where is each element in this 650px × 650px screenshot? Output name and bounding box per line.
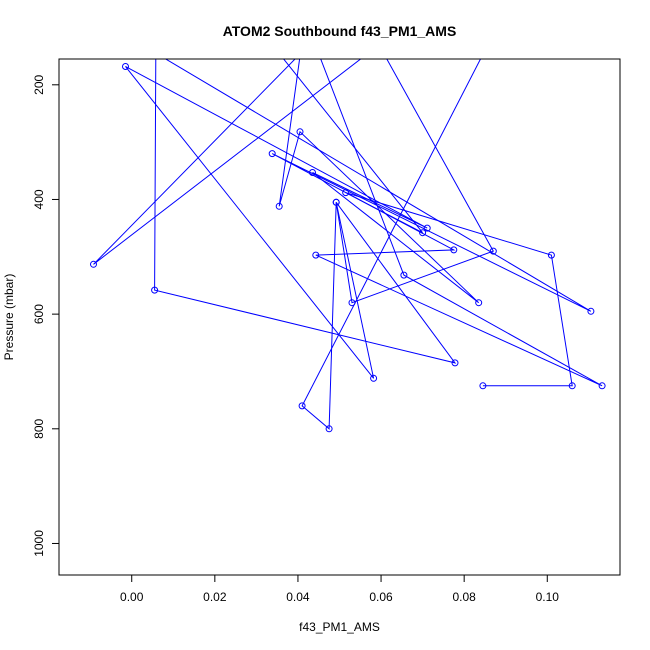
data-point [342, 189, 350, 197]
data-point [479, 382, 487, 390]
x-tick-label: 0.10 [536, 590, 560, 604]
y-tick-label: 1000 [32, 530, 46, 557]
data-point [450, 246, 458, 254]
y-tick-label: 400 [32, 189, 46, 209]
x-tick-label: 0.06 [369, 590, 393, 604]
series-line [282, 59, 573, 387]
y-tick-label: 800 [32, 418, 46, 438]
series-line [125, 59, 482, 430]
y-tick-label: 600 [32, 304, 46, 324]
data-point [325, 425, 333, 433]
y-axis-label: Pressure (mbar) [2, 274, 16, 361]
series-layer [90, 59, 606, 433]
data-point [151, 286, 159, 294]
data-point [587, 307, 595, 315]
chart-title: ATOM2 Southbound f43_PM1_AMS [223, 23, 457, 39]
x-tick-label: 0.04 [286, 590, 310, 604]
data-point [547, 251, 555, 259]
data-point [312, 251, 320, 259]
data-point [275, 202, 283, 210]
data-point [451, 359, 459, 367]
series-line [93, 59, 362, 265]
data-point [400, 271, 408, 279]
x-tick-label: 0.02 [203, 590, 227, 604]
data-point [122, 63, 129, 70]
data-point [90, 260, 97, 268]
x-tick-label: 0.00 [120, 590, 144, 604]
data-point [298, 402, 306, 410]
data-point [423, 224, 431, 232]
data-point [419, 229, 427, 237]
data-point [475, 299, 483, 307]
y-axis: 200 400 600 800 1000 [32, 74, 59, 557]
data-point [332, 198, 340, 206]
data-point [370, 374, 378, 382]
data-point [348, 299, 356, 307]
plot-frame [58, 58, 621, 576]
y-tick-label: 200 [32, 74, 46, 94]
data-point [296, 128, 304, 136]
x-axis-label: f43_PM1_AMS [299, 620, 380, 634]
x-axis: 0.00 0.02 0.04 0.06 0.08 0.10 [120, 575, 559, 604]
series-line [154, 59, 495, 364]
series-line [164, 59, 603, 387]
data-point [268, 150, 276, 158]
data-point [598, 382, 606, 390]
data-point [568, 382, 576, 390]
x-tick-label: 0.08 [452, 590, 476, 604]
